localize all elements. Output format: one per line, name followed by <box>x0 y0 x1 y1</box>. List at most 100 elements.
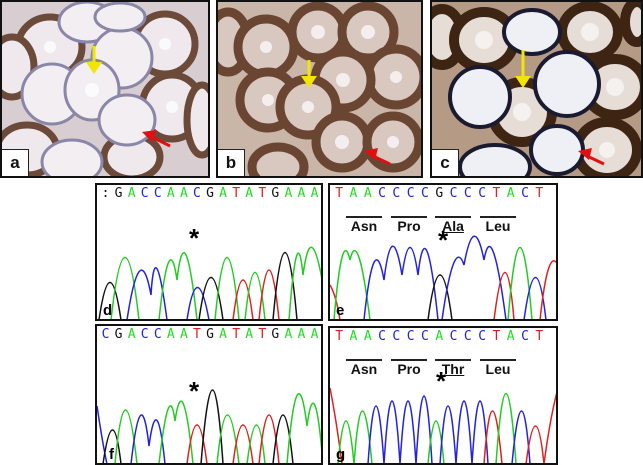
panel-label-b: b <box>218 149 245 176</box>
codon-label-highlighted: Thr <box>441 361 465 377</box>
mutation-marker-d: * <box>189 223 200 253</box>
base: A <box>363 186 372 201</box>
base: T <box>232 327 241 342</box>
sequence-row-d: : G A C C A A C G A T A T G A A A <box>99 186 321 202</box>
base: C <box>463 329 472 344</box>
base: C <box>153 186 162 201</box>
codon-row-e: Asn Pro Ala Leu <box>330 200 556 234</box>
codon-label: Leu <box>485 361 511 377</box>
base: C <box>406 186 415 201</box>
sequence-row-g: T A A C C C C A C C C T A C T <box>332 329 556 345</box>
base: T <box>535 186 544 201</box>
micrograph-panel-b: b <box>216 0 423 178</box>
base: C <box>392 329 401 344</box>
codon-row-g: Asn Pro Thr Leu <box>330 343 556 377</box>
base: A <box>297 327 306 342</box>
red-arrow-icon <box>142 130 171 148</box>
mutation-marker-f: * <box>189 376 200 406</box>
base: A <box>179 186 188 201</box>
base: A <box>127 186 136 201</box>
base: G <box>271 186 280 201</box>
trace-e <box>330 235 556 319</box>
base: : <box>101 186 110 201</box>
yellow-arrow-icon <box>301 60 317 88</box>
base: C <box>421 329 429 344</box>
panel-label-g: g <box>336 446 346 463</box>
base: A <box>179 327 188 342</box>
tissue-image-c <box>432 2 641 176</box>
codon-label: Pro <box>397 218 421 234</box>
base: A <box>363 329 372 344</box>
mutation-marker-e: * <box>438 225 449 255</box>
base: T <box>258 186 267 201</box>
micrograph-panel-a: a <box>0 0 210 178</box>
tissue-image-b <box>218 2 421 176</box>
base: T <box>492 329 501 344</box>
base: A <box>127 327 136 342</box>
base: A <box>245 327 254 342</box>
base: C <box>463 186 472 201</box>
codon-label: Pro <box>397 361 421 377</box>
base: C <box>478 186 487 201</box>
base: C <box>421 186 429 201</box>
trace-g <box>330 387 556 463</box>
base: A <box>435 329 444 344</box>
base: A <box>219 186 227 201</box>
base: T <box>492 186 501 201</box>
base: C <box>521 186 529 201</box>
base: C <box>140 186 149 201</box>
base: G <box>206 186 214 201</box>
chromatogram-panel-d: : G A C C A A C G A T A T G A A A <box>95 183 323 321</box>
panel-label-e: e <box>336 302 345 319</box>
base: T <box>232 186 241 201</box>
base: C <box>478 329 487 344</box>
base: C <box>449 329 458 344</box>
base: A <box>349 329 358 344</box>
panel-label-c: c <box>432 149 459 176</box>
base: T <box>335 329 344 344</box>
panel-label-f: f <box>109 446 114 463</box>
sequence-row-f: C G A C C A A T G A T A T G A A A <box>99 327 321 343</box>
base: A <box>349 186 358 201</box>
panel-label-a: a <box>2 149 29 176</box>
base: C <box>406 329 415 344</box>
base: C <box>140 327 149 342</box>
base: A <box>166 327 175 342</box>
base: C <box>101 327 110 342</box>
base: C <box>193 186 201 201</box>
base: T <box>193 327 201 342</box>
mutation-marker-g: * <box>436 366 447 396</box>
trace-f <box>97 389 321 463</box>
codon-label: Leu <box>485 218 511 234</box>
base: A <box>310 327 319 342</box>
yellow-arrow-icon <box>515 50 531 88</box>
base: C <box>378 186 386 201</box>
base: A <box>284 186 293 201</box>
chromatogram-panel-g: T A A C C C C A C C C T A C T Asn Pro Th… <box>328 326 558 465</box>
base: G <box>435 186 444 201</box>
codon-label-highlighted: Ala <box>442 218 464 234</box>
base: T <box>258 327 267 342</box>
base: A <box>506 186 515 201</box>
base: A <box>166 186 175 201</box>
trace-d <box>98 246 321 319</box>
base: C <box>392 186 401 201</box>
base: A <box>297 186 306 201</box>
yellow-arrow-icon <box>86 46 102 74</box>
base: A <box>506 329 515 344</box>
micrograph-panel-c: c <box>430 0 643 178</box>
base: G <box>114 327 123 342</box>
codon-label: Asn <box>350 361 378 377</box>
tissue-image-a <box>2 2 208 176</box>
base: G <box>271 327 280 342</box>
red-arrow-icon <box>364 148 391 166</box>
base: C <box>449 186 458 201</box>
base: A <box>219 327 227 342</box>
chromatogram-panel-f: C G A C C A A T G A T A T G A A A <box>95 324 323 465</box>
base: A <box>310 186 319 201</box>
base: T <box>535 329 544 344</box>
sequence-row-e: T A A C C C C G C C C T A C T <box>332 186 556 202</box>
base: T <box>335 186 344 201</box>
red-arrow-icon <box>578 148 605 166</box>
base: C <box>378 329 386 344</box>
